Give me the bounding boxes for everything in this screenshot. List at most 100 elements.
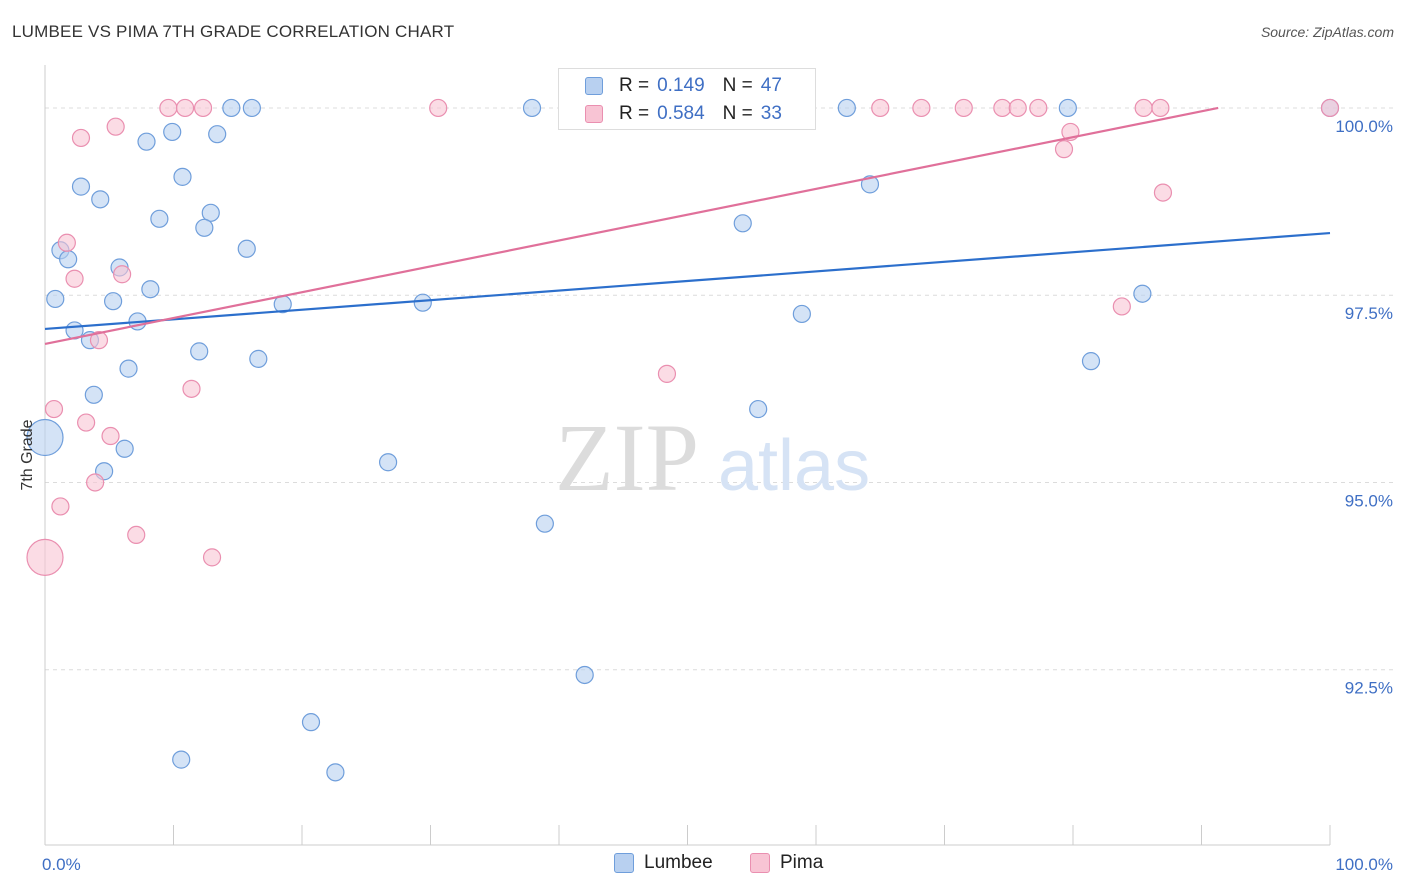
legend-n-label: N = [722, 103, 753, 124]
lumbee-point [84, 385, 103, 404]
legend-label-lumbee: Lumbee [644, 852, 713, 873]
pima-point [993, 98, 1012, 118]
pima-point [112, 265, 132, 284]
lumbee-point [242, 98, 261, 118]
legend-r-label: R = [619, 75, 650, 96]
source-label: Source: ZipAtlas.com [1260, 24, 1394, 40]
pima-point [86, 473, 105, 492]
pima-point [202, 548, 222, 567]
pima-point [1008, 98, 1027, 118]
y-tick-label: 100.0% [1335, 117, 1393, 136]
pima-point [657, 364, 677, 383]
pima-legend-swatch [750, 853, 770, 873]
lumbee-point [163, 122, 182, 142]
pima-point [44, 399, 64, 419]
lumbee-point [237, 239, 256, 258]
legend-r-value: 0.149 [657, 75, 705, 96]
legend-n-value: 47 [760, 75, 782, 96]
lumbee-point [46, 289, 65, 309]
lumbee-point [190, 342, 209, 361]
lumbee-point [575, 665, 594, 685]
lumbee-point [733, 214, 752, 233]
legend-item-lumbee: Lumbee [614, 852, 713, 874]
lumbee-point [91, 190, 110, 209]
pima-point [71, 128, 91, 148]
lumbee-point [222, 98, 241, 118]
pima-point [101, 426, 120, 446]
pima-point [51, 497, 70, 516]
pima-point [26, 538, 64, 576]
pima-point [65, 269, 84, 288]
watermark: ZIP atlas [555, 404, 870, 511]
lumbee-point [141, 280, 160, 299]
stats-legend: R = 0.149 N = 47 R = 0.584 N = 33 [558, 68, 816, 130]
lumbee-point [1058, 98, 1077, 118]
lumbee-swatch [585, 77, 603, 95]
pima-point [1320, 98, 1340, 118]
pima-point [77, 413, 96, 432]
trend-layer [44, 106, 1331, 345]
y-axis-label: 7th Grade [19, 419, 36, 490]
lumbee-point [378, 453, 398, 472]
legend-n-value: 33 [760, 103, 782, 124]
pima-swatch [585, 105, 603, 123]
lumbee-point [172, 750, 191, 769]
lumbee-point [837, 98, 856, 118]
lumbee-legend-swatch [614, 853, 634, 873]
pima-point [159, 98, 178, 118]
y-tick-label: 92.5% [1345, 679, 1393, 698]
lumbee-point [119, 359, 138, 378]
x-tick-label: 100.0% [1335, 855, 1393, 874]
y-tick-label: 95.0% [1345, 491, 1393, 510]
legend-r-value: 0.584 [657, 103, 705, 124]
lumbee-point [173, 167, 192, 186]
pima-point [1029, 98, 1048, 118]
legend-r-label: R = [619, 103, 650, 124]
legend-label-pima: Pima [780, 852, 824, 873]
y-tick-label: 97.5% [1345, 304, 1393, 323]
points-layer [26, 98, 1340, 782]
pima-point [57, 233, 76, 252]
pima-point [193, 98, 213, 118]
pima-point [1054, 140, 1074, 159]
lumbee-trendline [44, 231, 1331, 331]
lumbee-point [249, 349, 268, 368]
lumbee-point [1081, 352, 1101, 371]
legend-n-label: N = [722, 75, 753, 96]
watermark-atlas: atlas [718, 426, 870, 506]
label-layer: 7th Grade 92.5% 95.0% 97.5% 100.0% 0.0% 100.0… [19, 117, 1393, 874]
lumbee-point [115, 439, 134, 458]
x-tick-label: 0.0% [42, 855, 81, 874]
pima-point [1151, 98, 1170, 118]
lumbee-point [535, 514, 554, 533]
pima-point [954, 98, 973, 118]
pima-point [429, 98, 448, 118]
pima-trendline [44, 106, 1219, 345]
lumbee-point [137, 132, 156, 151]
pima-point [175, 98, 195, 118]
lumbee-point [522, 98, 542, 118]
lumbee-point [71, 177, 91, 196]
lumbee-point [326, 763, 345, 782]
lumbee-point [208, 125, 227, 144]
pima-point [106, 117, 125, 136]
lumbee-point [860, 175, 880, 194]
pima-point [182, 379, 201, 398]
lumbee-point [26, 418, 64, 457]
lumbee-point [749, 399, 768, 419]
legend-item-pima: Pima [750, 852, 823, 874]
lumbee-point [150, 209, 169, 228]
pima-point [89, 331, 109, 350]
series-legend: Lumbee Pima [0, 852, 1406, 878]
lumbee-point [792, 304, 811, 324]
pima-point [912, 98, 931, 118]
lumbee-point [301, 713, 321, 732]
legend-row-lumbee: R = 0.149 N = 47 [585, 74, 782, 98]
pima-point [1134, 98, 1153, 118]
pima-point [127, 525, 146, 545]
lumbee-point [1133, 284, 1152, 303]
legend-row-pima: R = 0.584 N = 33 [585, 102, 782, 126]
chart-title: LUMBEE VS PIMA 7TH GRADE CORRELATION CHA… [12, 22, 455, 41]
lumbee-point [59, 250, 78, 269]
